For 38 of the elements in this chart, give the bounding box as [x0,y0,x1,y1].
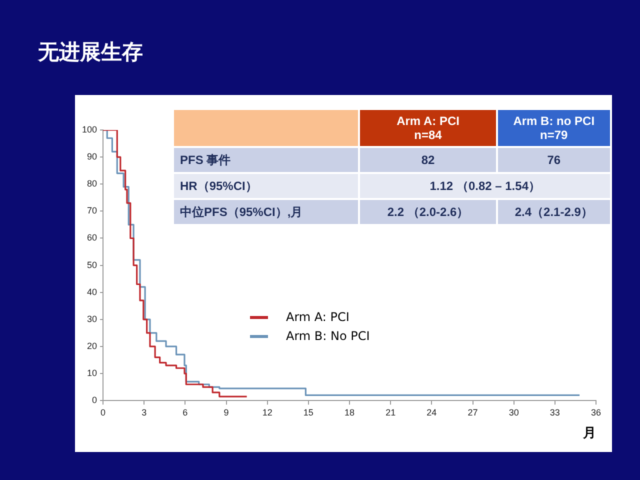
x-tick-label: 30 [508,407,519,418]
x-tick-label: 27 [468,407,478,418]
y-tick-label: 90 [87,152,98,162]
annotation: 1.12 （0.82 – 1.54） [359,173,611,199]
x-tick-label: 6 [182,407,188,418]
y-tick-label: 20 [87,340,98,351]
y-tick-label: 0 [92,395,98,406]
chart-title: 无进展生存 [38,40,143,66]
x-tick-label: 3 [142,407,147,418]
x-axis-title: 月 [582,424,596,440]
annotation: Arm A: PCI n=84 [359,109,497,147]
annotation: PFS 事件 [173,147,360,173]
y-tick-label: 10 [87,368,98,378]
annotation: 2.4（2.1-2.9） [496,199,611,225]
x-tick-label: 24 [426,407,437,418]
x-tick-label: 9 [224,407,229,418]
y-tick-label: 80 [87,178,98,189]
legend-label: Arm A: PCI [286,310,350,324]
x-tick-label: 21 [386,407,396,418]
annotation: 76 [496,147,611,173]
y-tick-label: 100 [82,124,98,134]
annotation: 2.2 （2.0-2.6） [359,199,497,225]
x-tick-label: 0 [100,407,106,418]
y-tick-label: 40 [87,286,98,297]
x-tick-label: 15 [303,407,314,418]
legend-label: Arm B: No PCI [286,329,370,343]
y-tick-label: 60 [87,232,98,243]
annotation: Arm B: no PCI n=79 [496,109,611,147]
annotation: HR（95%CI） [173,173,360,199]
x-tick-label: 18 [344,407,355,418]
y-tick-label: 70 [87,206,98,216]
annotation: 中位PFS（95%CI）,月 [173,199,360,225]
x-tick-label: 12 [262,407,272,418]
x-tick-label: 36 [590,407,602,418]
y-tick-label: 50 [87,260,98,270]
y-tick-label: 30 [87,314,98,324]
x-tick-label: 33 [550,407,560,418]
annotation: 82 [359,147,497,173]
